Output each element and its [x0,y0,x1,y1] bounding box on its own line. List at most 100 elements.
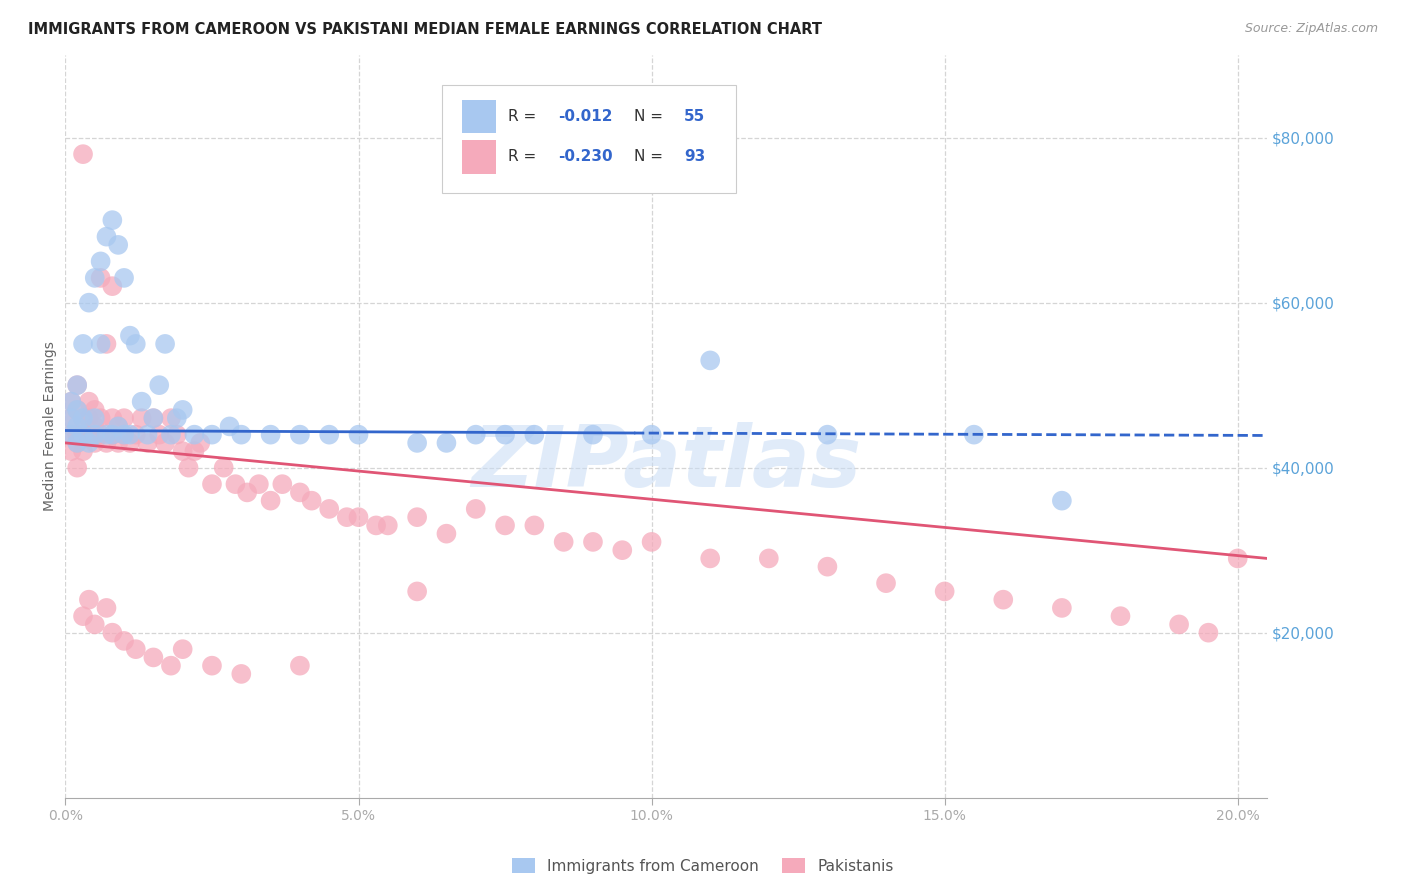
Point [77,436,100,450]
Point [72,427,94,442]
Point [172,444,194,458]
Point [66,403,89,417]
Point [172,642,194,657]
Point [66,378,89,392]
Point [60,444,83,458]
Point [72,427,94,442]
Point [83,271,105,285]
Point [83,617,105,632]
Point [66,427,89,442]
Point [815,427,838,442]
Point [259,493,281,508]
Point [125,427,148,442]
Point [875,576,897,591]
Point [212,460,235,475]
Point [101,625,124,640]
Point [101,411,124,425]
Point [142,411,165,425]
Point [118,436,141,450]
Point [125,642,148,657]
Point [247,477,270,491]
Point [494,518,516,533]
Point [101,427,124,442]
Point [118,427,141,442]
FancyBboxPatch shape [463,140,496,174]
Point [112,411,135,425]
Point [60,411,83,425]
Point [183,444,205,458]
Point [60,427,83,442]
Y-axis label: Median Female Earnings: Median Female Earnings [44,342,58,511]
Point [101,279,124,293]
Point [815,559,838,574]
Point [90,271,112,285]
Point [347,427,370,442]
Point [1168,617,1191,632]
Point [66,436,89,450]
Text: 93: 93 [685,149,706,164]
Point [66,436,89,450]
Point [96,436,118,450]
Point [201,427,224,442]
Point [236,485,259,500]
Point [406,584,429,599]
Point [83,403,105,417]
Point [1226,551,1249,566]
Text: -0.012: -0.012 [558,110,613,124]
Point [166,411,188,425]
Text: N =: N = [634,149,668,164]
Point [377,518,399,533]
Point [72,609,94,624]
Point [60,411,83,425]
Point [318,427,340,442]
Point [153,337,176,351]
Point [60,394,83,409]
Point [553,535,575,549]
Point [224,477,246,491]
Point [494,427,516,442]
Point [107,419,129,434]
Point [1197,625,1219,640]
Point [142,650,165,665]
Point [83,419,105,434]
Point [288,485,311,500]
Point [523,518,546,533]
Point [318,502,340,516]
Point [77,427,100,442]
Point [640,427,662,442]
Point [77,295,100,310]
Point [90,427,112,442]
Point [136,427,159,442]
Point [96,229,118,244]
Point [90,254,112,268]
Point [259,427,281,442]
Point [160,658,183,673]
Text: ZIPatlas: ZIPatlas [471,422,862,505]
Point [188,436,211,450]
Point [96,427,118,442]
Point [758,551,780,566]
FancyBboxPatch shape [463,100,496,134]
Point [1050,601,1073,615]
Text: 55: 55 [685,110,706,124]
Point [66,378,89,392]
Point [83,427,105,442]
Point [107,419,129,434]
Point [231,427,253,442]
Text: R =: R = [508,149,541,164]
Point [160,427,183,442]
Point [347,510,370,524]
Point [436,526,458,541]
Point [993,592,1015,607]
Point [136,436,159,450]
Point [112,634,135,648]
Point [148,427,170,442]
Point [72,411,94,425]
Text: Source: ZipAtlas.com: Source: ZipAtlas.com [1244,22,1378,36]
Point [301,493,323,508]
Point [153,436,176,450]
Point [118,328,141,343]
Point [83,411,105,425]
Point [177,460,200,475]
Point [1050,493,1073,508]
